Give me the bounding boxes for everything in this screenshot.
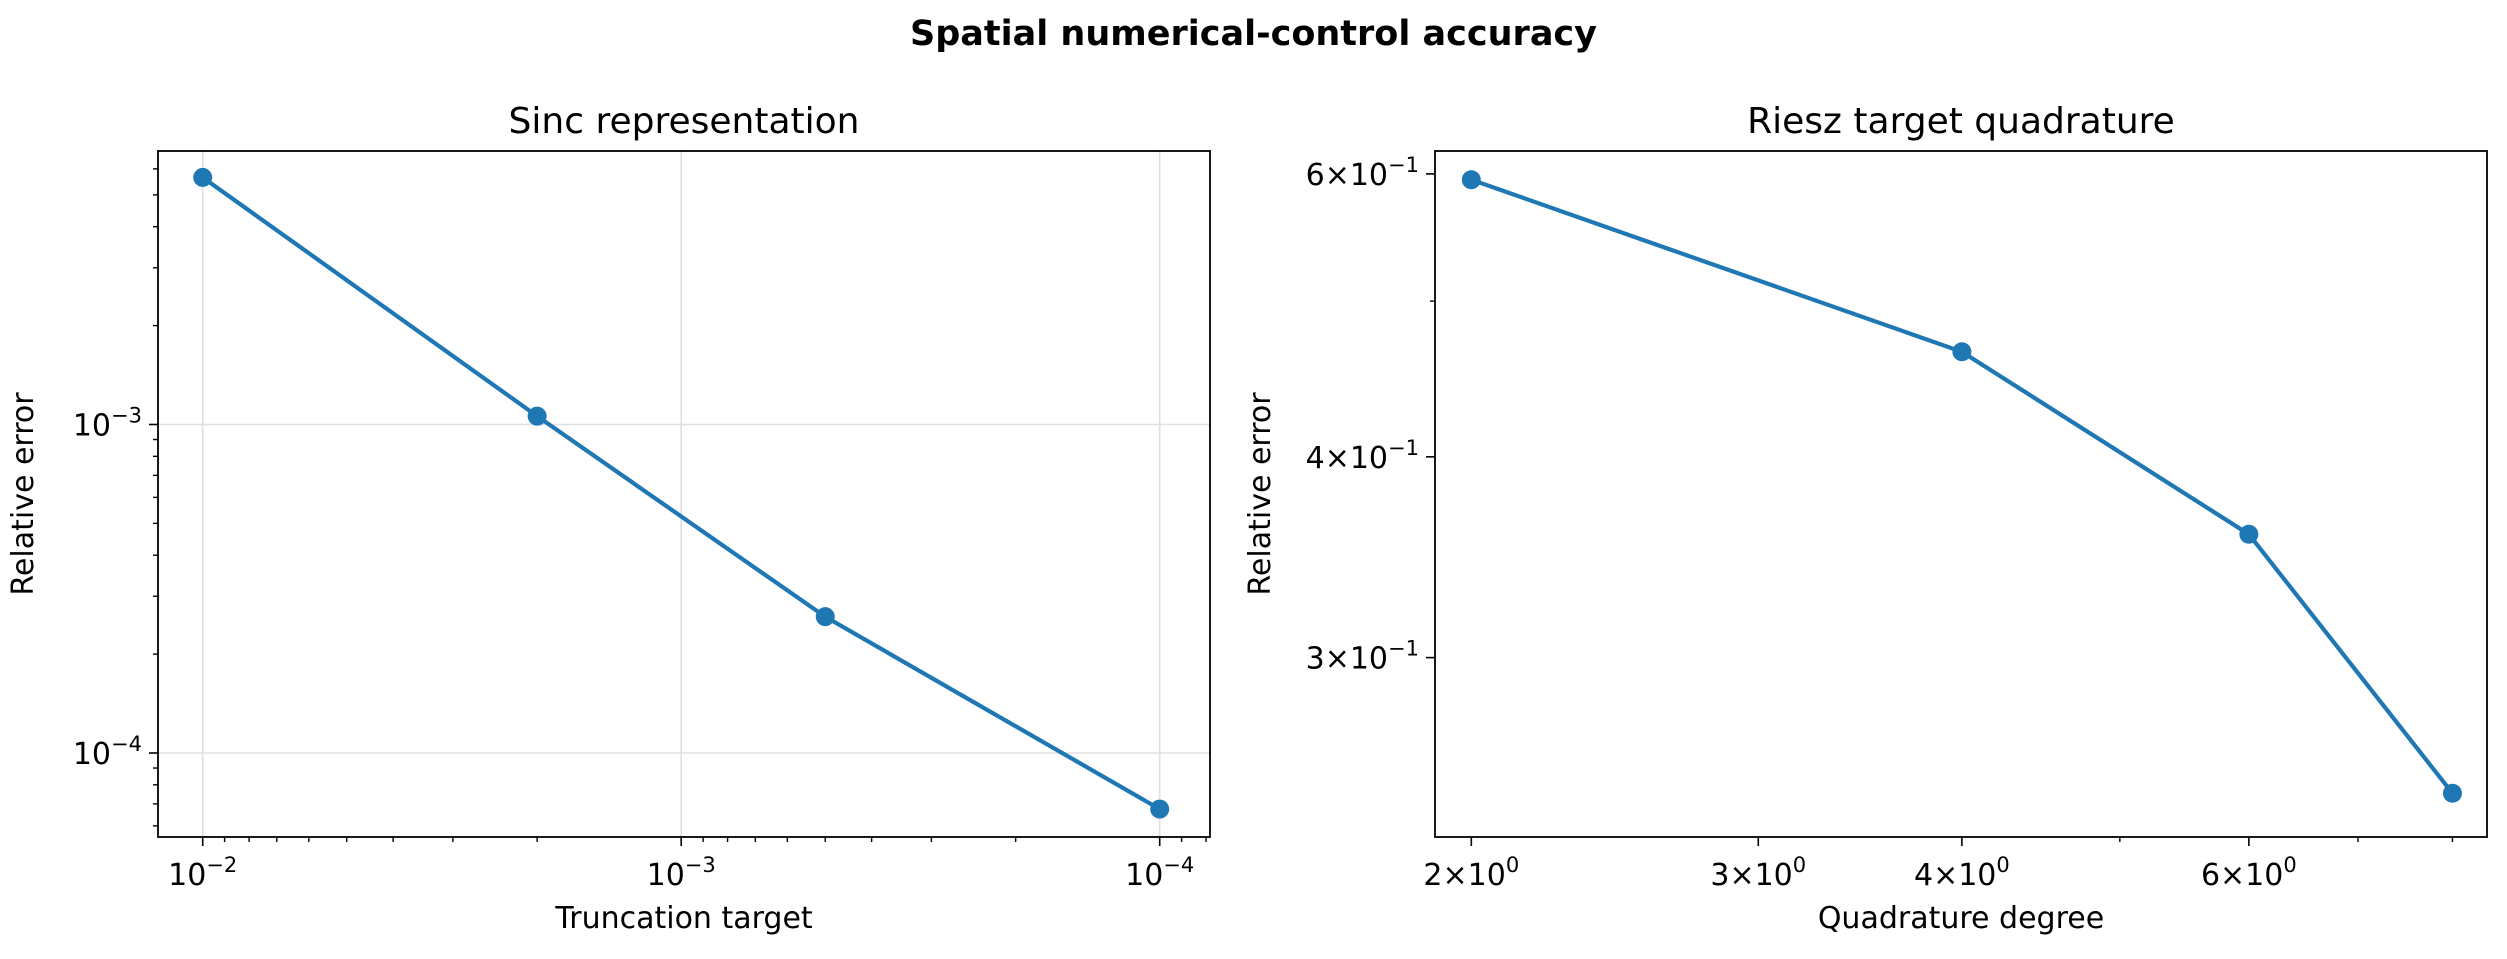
figure-title: Spatial numerical-control accuracy [910,14,1597,54]
chart1-plot: 10−2 10−3 10−4 10−3 10−4 Sinc representation T… [6,101,1211,936]
chart2-title: Riesz target quadrature [1747,101,2175,142]
chart2-data-point [1461,170,1481,190]
chart2-x-tick-label: 6×100 [2201,853,2297,893]
chart1-x-tick-label: 10−4 [1125,853,1194,893]
chart1-x-tick-label: 10−3 [647,853,716,893]
chart2-x-tick-label: 3×100 [1710,853,1806,893]
chart1-y-axis-label: Relative error [6,392,41,596]
chart2-x-axis-label: Quadrature degree [1818,901,2104,936]
chart2-x-tick-label: 4×100 [1914,853,2010,893]
chart2-data-point [2239,524,2259,544]
chart2-plot: 2×100 3×100 4×100 6×100 6×10−1 4×10−1 3×10−1 Ri… [1243,101,2488,936]
chart1-title: Sinc representation [509,101,860,142]
chart1-axes-frame [157,150,1211,838]
chart1-y-tick-label: 10−3 [73,403,142,443]
chart1-data-point [1150,799,1170,819]
chart2-data-point [1952,342,1972,362]
chart1-x-tick-label: 10−2 [168,853,237,893]
chart2-y-tick-label: 4×10−1 [1306,436,1419,476]
chart2-x-tick-label: 2×100 [1423,853,1519,893]
chart2-data-point [2442,783,2462,803]
chart2-series-line [1470,177,2455,795]
chart1-series-line [201,175,1161,811]
chart1-y-tick-label: 10−4 [73,732,142,772]
chart1-data-point [193,167,213,187]
chart1-x-axis-label: Truncation target [554,901,813,936]
chart2-y-tick-label: 6×10−1 [1306,153,1419,193]
chart2-axes-frame [1434,150,2488,838]
chart2-y-tick-label: 3×10−1 [1306,637,1419,677]
chart2-y-axis-label: Relative error [1243,392,1278,596]
chart1-data-point [527,406,547,426]
chart1-data-point [815,607,835,627]
